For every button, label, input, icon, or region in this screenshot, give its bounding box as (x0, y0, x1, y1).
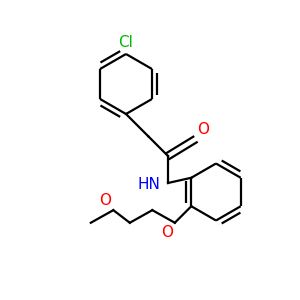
Text: O: O (100, 194, 112, 208)
Text: O: O (197, 122, 209, 137)
Text: HN: HN (138, 177, 161, 192)
Text: Cl: Cl (118, 35, 134, 50)
Text: O: O (161, 224, 173, 239)
